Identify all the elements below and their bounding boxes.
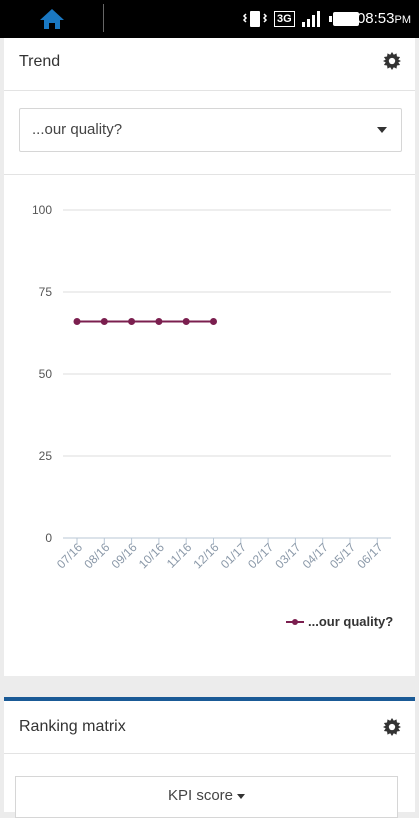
series-point (182, 318, 190, 326)
trend-question-select-row: ...our quality? (4, 90, 415, 175)
clock-time: 08:53 (356, 10, 395, 27)
kpi-score-select[interactable]: KPI score (15, 776, 398, 818)
x-tick-label: 06/17 (354, 540, 385, 571)
clock-suffix: PM (394, 14, 412, 26)
series-point (128, 318, 136, 326)
y-tick-label: 75 (39, 285, 53, 299)
series-point (100, 318, 108, 326)
ranking-card-title: Ranking matrix (19, 718, 126, 735)
home-icon[interactable] (38, 7, 66, 31)
x-tick-label: 02/17 (245, 540, 276, 571)
trend-chart: 100 75 50 25 0 07/16 08/16 09/16 10/16 11/16 12/16… (4, 175, 415, 675)
chevron-down-icon (237, 793, 246, 799)
trend-chart-svg: 100 75 50 25 007/1608/1609/1610/1611/1612/16… (32, 203, 391, 571)
legend-series-marker (286, 618, 304, 625)
clock: 08:53PM (357, 10, 411, 27)
series-point (155, 318, 163, 326)
x-tick-label: 04/17 (300, 540, 331, 571)
trend-question-select-value: ...our quality? (32, 121, 123, 138)
vibrate-icon (242, 11, 268, 27)
chevron-down-icon (377, 127, 387, 133)
trend-card-title: Trend (19, 53, 61, 70)
status-icons: 3G (242, 8, 361, 30)
ranking-card-header: Ranking matrix (4, 701, 415, 754)
battery-icon (328, 12, 359, 26)
trend-card-header: Trend (4, 38, 415, 91)
x-tick-label: 09/16 (109, 540, 140, 571)
kpi-score-select-value: KPI score (167, 787, 234, 804)
y-tick-label: 100 (32, 203, 52, 217)
legend-series-label: ...our quality? (308, 614, 394, 629)
signal-icon (301, 11, 320, 27)
y-tick-label: 0 (45, 531, 52, 545)
status-divider (103, 4, 104, 32)
series-point (210, 318, 217, 326)
card-separator (4, 697, 415, 701)
gear-icon[interactable] (383, 718, 401, 736)
chart-legend: ...our quality? (286, 614, 393, 629)
status-bar: 3G 08:53PM (0, 0, 419, 38)
trend-question-select[interactable]: ...our quality? (19, 108, 402, 152)
series-point (73, 318, 81, 326)
x-tick-label: 10/16 (136, 540, 167, 571)
x-tick-label: 03/17 (272, 540, 303, 571)
y-tick-label: 25 (39, 449, 53, 463)
x-tick-label: 05/17 (327, 540, 358, 571)
y-tick-label: 50 (39, 367, 53, 381)
x-tick-label: 12/16 (190, 540, 221, 571)
trend-card: Trend ...our quality? 100 75 50 25 0 07/16 08/… (4, 38, 415, 676)
x-tick-label: 01/17 (218, 540, 249, 571)
x-tick-label: 07/16 (54, 540, 85, 571)
x-tick-label: 11/16 (164, 540, 195, 571)
network-type-badge: 3G (274, 11, 295, 27)
kpi-score-select-label-wrap: KPI score (16, 787, 397, 804)
gear-icon[interactable] (383, 52, 401, 70)
x-tick-label: 08/16 (81, 540, 112, 571)
